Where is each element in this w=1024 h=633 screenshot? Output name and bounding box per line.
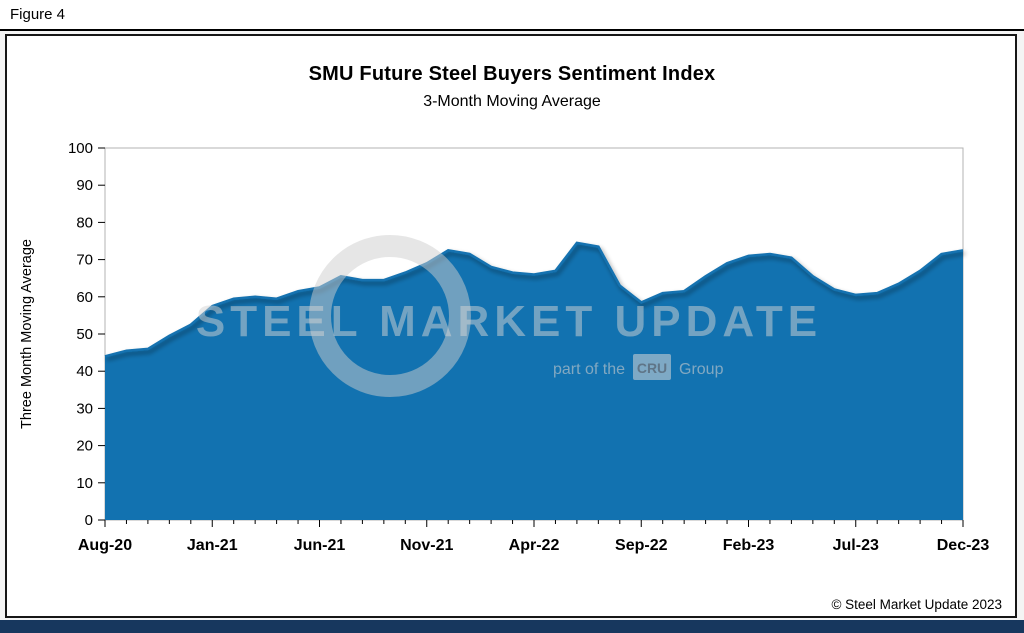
sentiment-line: [104, 241, 964, 358]
x-tick-label: Apr-22: [509, 537, 560, 554]
y-tick-label: 90: [76, 177, 93, 194]
y-tick-label: 60: [76, 289, 93, 306]
axes-layer: 0 10 20 30 40 50 60 70 80 90 100 Aug-20 Jan-21 Jun-21…: [68, 140, 989, 554]
y-tick-label: 10: [76, 475, 93, 492]
watermark-text: STEEL MARKET UPDATE: [196, 297, 822, 346]
watermark-subtext-prefix: part of the: [553, 361, 625, 378]
watermark-subtext-suffix: Group: [679, 361, 724, 378]
figure-header-strip: Figure 4: [0, 0, 1024, 31]
watermark-swoosh-icon: [309, 235, 471, 397]
x-tick-label: Aug-20: [78, 537, 132, 554]
x-tick-label: Jan-21: [187, 537, 238, 554]
y-tick-label: 100: [68, 140, 93, 157]
y-tick-label: 0: [85, 512, 93, 529]
x-tick-label: Dec-23: [937, 537, 990, 554]
copyright-notice: © Steel Market Update 2023: [831, 597, 1002, 612]
cru-badge-label: CRU: [637, 360, 667, 376]
x-tick-label: Sep-22: [615, 537, 668, 554]
y-axis-title: Three Month Moving Average: [19, 239, 35, 429]
y-tick-label: 30: [76, 400, 93, 417]
sentiment-area-chart: Three Month Moving Average 0 10 20 30 40 50 60…: [19, 140, 989, 554]
figure-label: Figure 4: [10, 6, 66, 23]
y-tick-label: 20: [76, 438, 93, 455]
y-tick-label: 70: [76, 252, 93, 269]
x-tick-label: Jul-23: [833, 537, 879, 554]
y-tick-label: 80: [76, 214, 93, 231]
chart-title: SMU Future Steel Buyers Sentiment Index: [308, 63, 716, 85]
x-tick-label: Feb-23: [723, 537, 775, 554]
y-tick-label: 40: [76, 363, 93, 380]
cru-badge: [633, 354, 671, 380]
y-tick-label: 50: [76, 326, 93, 343]
watermark: STEEL MARKET UPDATE part of the CRU Grou…: [196, 235, 822, 397]
x-tick-label: Nov-21: [400, 537, 453, 554]
chart-subtitle: 3-Month Moving Average: [423, 93, 601, 110]
bottom-accent-bar: [0, 620, 1024, 633]
x-tick-label: Jun-21: [294, 537, 346, 554]
